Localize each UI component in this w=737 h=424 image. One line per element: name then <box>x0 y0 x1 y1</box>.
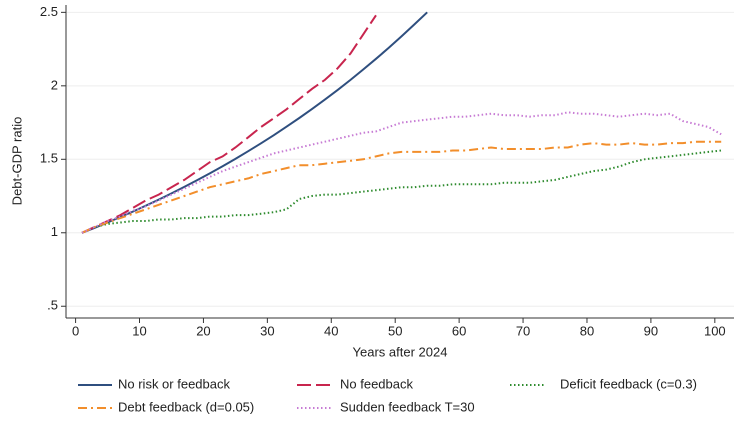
y-tick-label: 2 <box>51 77 58 92</box>
series-line <box>81 14 377 234</box>
y-tick-label: 1.5 <box>40 151 58 166</box>
series-line <box>81 140 722 234</box>
series-line <box>81 149 722 234</box>
legend-label: No risk or feedback <box>118 376 230 391</box>
x-tick-label: 60 <box>452 323 466 338</box>
x-tick-label: 90 <box>644 323 658 338</box>
y-tick-label: 2.5 <box>40 4 58 19</box>
series-line <box>81 11 428 234</box>
legend-label: Deficit feedback (c=0.3) <box>560 376 697 391</box>
x-tick-label: 0 <box>72 323 79 338</box>
y-tick-label: .5 <box>47 298 58 313</box>
x-tick-label: 100 <box>704 323 726 338</box>
legend-label: Sudden feedback T=30 <box>340 399 475 414</box>
y-tick-label: 1 <box>51 224 58 239</box>
legend-label: Debt feedback (d=0.05) <box>118 399 254 414</box>
x-tick-label: 30 <box>260 323 274 338</box>
x-axis-label: Years after 2024 <box>353 344 448 359</box>
y-axis-label: Debt-GDP ratio <box>9 117 24 206</box>
x-tick-label: 10 <box>132 323 146 338</box>
x-tick-label: 80 <box>580 323 594 338</box>
x-tick-label: 20 <box>196 323 210 338</box>
x-tick-label: 50 <box>388 323 402 338</box>
series-line <box>81 111 722 234</box>
x-tick-label: 70 <box>516 323 530 338</box>
x-tick-label: 40 <box>324 323 338 338</box>
legend-label: No feedback <box>340 376 413 391</box>
